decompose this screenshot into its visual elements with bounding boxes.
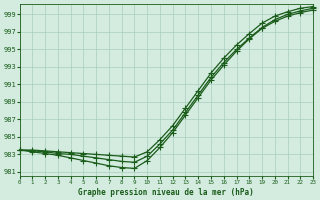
X-axis label: Graphe pression niveau de la mer (hPa): Graphe pression niveau de la mer (hPa) [78,188,254,197]
